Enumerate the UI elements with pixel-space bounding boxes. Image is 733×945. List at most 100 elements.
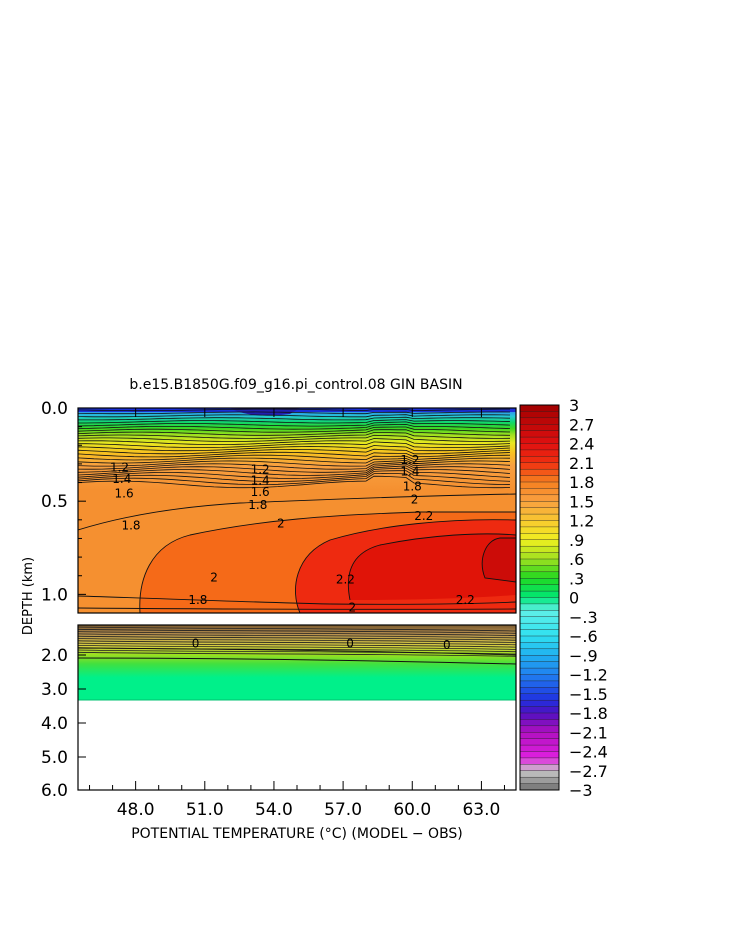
contour-label: 2.2: [414, 509, 433, 523]
x-tick-label: 63.0: [462, 800, 500, 820]
colorbar-tick-label: 2.7: [569, 415, 594, 434]
colorbar-bin: [519, 603, 560, 611]
contour-label: 2: [277, 517, 285, 531]
colorbar-bin: [519, 526, 560, 534]
contour-line: [481, 537, 516, 583]
colorbar-bin: [519, 770, 560, 778]
contour-line: [78, 451, 511, 458]
colorbar-bin: [519, 738, 560, 746]
colorbar-bin: [519, 488, 560, 496]
chart-title: b.e15.B1850G.f09_g16.pi_control.08 GIN B…: [129, 377, 462, 393]
contour-line: [78, 411, 511, 415]
colorbar-bin: [519, 456, 560, 464]
y-tick-label: 0.5: [41, 492, 68, 512]
colorbar-bin: [519, 706, 560, 714]
y-tick-label: 6.0: [41, 781, 68, 801]
colorbar-bin: [519, 732, 560, 740]
y-tick-label: 1.0: [41, 585, 68, 605]
contour-label: 0: [346, 637, 354, 651]
contour-line: [78, 445, 511, 452]
colorbar-tick-label: .6: [569, 550, 584, 569]
contour-label: 1.2: [251, 463, 270, 477]
colorbar-bin: [519, 443, 560, 451]
contour-labels-upper: 1.21.41.61.81.21.41.61.8221.82.221.21.41…: [110, 453, 475, 614]
contours-upper: [78, 408, 516, 613]
colorbar-bin: [519, 520, 560, 528]
colorbar-tick-label: −2.4: [569, 743, 608, 762]
contour-line: [78, 463, 511, 473]
contour-line: [78, 429, 511, 436]
colorbar-bin: [519, 417, 560, 425]
x-axis: 48.0 51.0 54.0 57.0 60.0 63.0: [89, 408, 505, 820]
colorbar-bin: [519, 616, 560, 624]
contour-label: 1.4: [112, 472, 131, 486]
contour-line: [78, 423, 511, 430]
contour-label: 0: [443, 638, 451, 652]
contour-label: 1.4: [400, 464, 419, 478]
colorbar-bin: [519, 545, 560, 554]
colorbar-tick-label: 2.4: [569, 435, 594, 454]
colorbar-tick-label: −.9: [569, 646, 598, 665]
contour-line: [78, 642, 516, 648]
region-2p4: [482, 538, 516, 582]
colorbar-bin: [519, 687, 560, 695]
colorbar-bin: [519, 725, 560, 733]
colorbar-bin: [519, 404, 560, 412]
contour-line: [78, 595, 516, 605]
contour-line: [78, 416, 511, 421]
contour-line: [78, 607, 516, 610]
colorbar-tick-label: .9: [569, 531, 584, 550]
colorbar-bin: [519, 558, 560, 566]
contour-label: 0: [192, 637, 200, 651]
colorbar-bin: [519, 436, 560, 444]
colorbar-tick-label: −3: [569, 781, 593, 800]
colorbar-bin: [519, 648, 560, 656]
colorbar-bin: [519, 430, 560, 438]
upper-y-axis: 0.0 0.5 1.0: [41, 399, 86, 605]
upper-panel-frame: [77, 407, 517, 614]
x-tick-label: 60.0: [393, 800, 431, 820]
colorbar-tick-label: −.6: [569, 627, 598, 646]
lower-y-axis: 2.0 3.0 4.0 5.0 6.0: [41, 646, 86, 801]
contour-line: [78, 628, 516, 634]
colorbar-labels: 32.72.42.11.81.51.2.9.6.30−.3−.6−.9−1.2−…: [569, 396, 608, 800]
contour-line: [78, 419, 511, 424]
y-tick-label: 4.0: [41, 714, 68, 734]
colorbar-bin: [519, 667, 560, 676]
colorbar-tick-label: 1.8: [569, 473, 594, 492]
contour-line: [78, 426, 511, 433]
colorbar-bin: [519, 719, 560, 727]
contour-line: [347, 533, 516, 601]
region-2p2b: [348, 533, 516, 600]
contour-line: [78, 457, 511, 464]
colorbar-tick-label: 3: [569, 396, 579, 415]
colorbar-bin: [519, 783, 560, 791]
contour-line: [78, 441, 511, 448]
colorbar-bin: [519, 610, 560, 618]
colorbar-bin: [519, 699, 560, 708]
contour-line: [78, 631, 516, 636]
contour-line: [78, 467, 511, 479]
contour-line: [78, 448, 511, 455]
contour-line: [78, 472, 511, 485]
colorbar-bin: [519, 712, 560, 720]
contour-label: 2.2: [336, 572, 355, 586]
contour-label: 2: [411, 492, 419, 506]
colorbar-bin: [519, 424, 560, 432]
colorbar-bin: [519, 744, 560, 753]
colorbar-bin: [519, 764, 560, 772]
y-axis-label: DEPTH (km): [21, 557, 36, 635]
contour-line: [78, 626, 516, 632]
contour-label: 1.4: [251, 474, 270, 488]
contour-line: [78, 640, 516, 646]
colorbar-bin: [519, 578, 560, 586]
colorbar-bin: [519, 501, 560, 509]
contour-line: [78, 645, 516, 650]
contour-line: [78, 647, 516, 656]
colorbar-bin: [519, 481, 560, 489]
contour-line: [78, 475, 511, 489]
contour-line: [78, 408, 510, 412]
x-tick-label: 57.0: [324, 800, 362, 820]
contour-line: [78, 638, 516, 643]
contour-label: 1.8: [121, 518, 140, 532]
